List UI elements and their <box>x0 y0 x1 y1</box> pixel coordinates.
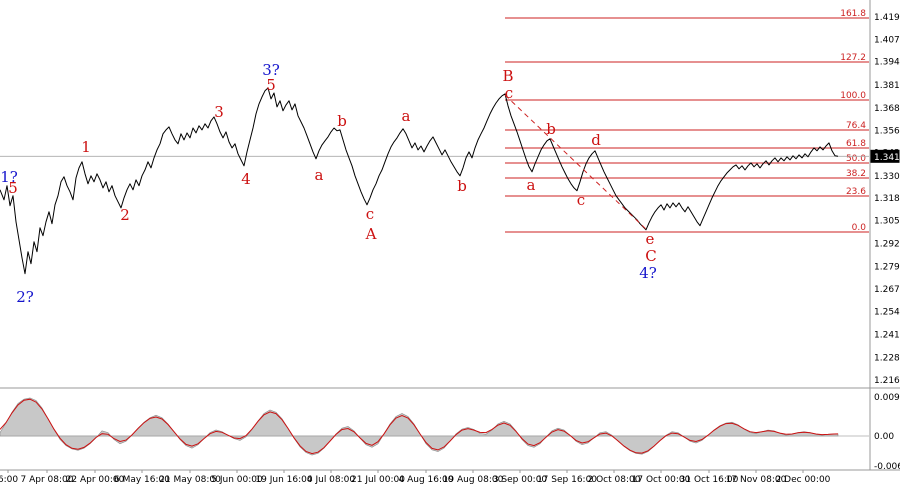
price-tick-label: 1.2546 <box>874 307 900 317</box>
current-price-value: 1.3415 <box>874 153 900 163</box>
oscillator-axis-label: 0.00901 <box>874 393 900 403</box>
fib-level-label: 38.2 <box>846 169 866 179</box>
price-line <box>0 87 839 275</box>
oscillator-indicator: 0.00901 0.00 -0.00692 <box>0 393 900 472</box>
fib-level-label: 100.0 <box>840 91 866 101</box>
fibonacci-retracement: 161.8 127.2 100.0 76.4 61.8 50.0 38.2 23.6 0.0 <box>505 9 869 233</box>
time-tick-label: 2 Dec 00:00 <box>776 475 831 485</box>
time-tick-label: 4 Jul 08:00 <box>307 475 356 485</box>
oscillator-axis-label: 0.00 <box>874 432 894 442</box>
time-tick-label: 17 Oct 00:00 <box>632 475 691 485</box>
time-tick-label: 2 Oct 08:00 <box>588 475 641 485</box>
price-tick-label: 1.2796 <box>874 263 900 273</box>
time-tick-label: 5 Jun 00:00 <box>211 475 263 485</box>
wave-label-red: 2 <box>120 206 130 224</box>
wave-label-red: 5 <box>266 76 276 94</box>
time-tick-label: 21 Jul 00:00 <box>351 475 405 485</box>
wave-label-red: d <box>591 131 601 149</box>
time-tick-label: 17 Nov 08:00 <box>726 475 787 485</box>
time-tick-label: 17 Sep 16:00 <box>537 475 597 485</box>
time-tick-label: 7 Apr 08:00 <box>21 475 74 485</box>
wave-label-blue: 2? <box>16 288 34 306</box>
current-price-box <box>870 149 900 163</box>
wave-label-red: b <box>337 112 347 130</box>
time-tick-label: 4 Aug 16:00 <box>399 475 454 485</box>
wave-label-red: 3 <box>214 103 224 121</box>
oscillator-area <box>0 397 839 456</box>
wave-label-red: 5 <box>8 179 18 197</box>
wave-label-blue: 3? <box>262 61 280 79</box>
price-tick-label: 1.3056 <box>874 216 900 226</box>
price-tick-label: 1.2286 <box>874 354 900 364</box>
fib-level-label: 0.0 <box>852 223 867 233</box>
wave-label-red: C <box>645 247 656 265</box>
time-tick-label: 21 May 08:00 <box>159 475 221 485</box>
wave-label-red: e <box>646 230 655 248</box>
wave-label-red: A <box>365 225 377 243</box>
time-tick-label: 19 Aug 08:00 <box>443 475 504 485</box>
fib-level-label: 161.8 <box>840 9 866 19</box>
price-tick-label: 1.3946 <box>874 58 900 68</box>
price-tick-label: 1.3686 <box>874 104 900 114</box>
time-tick-label: 19 Jun 16:00 <box>255 475 312 485</box>
price-tick-label: 1.4196 <box>874 13 900 23</box>
price-tick-label: 1.3816 <box>874 81 900 91</box>
fib-level-label: 76.4 <box>846 121 866 131</box>
wave-label-red: a <box>315 166 324 184</box>
wave-label-red: 4 <box>241 170 251 188</box>
wave-label-blue: 4? <box>639 264 657 282</box>
time-tick-label: 22 Apr 00:00 <box>66 475 125 485</box>
oscillator-signal-line <box>0 398 839 455</box>
time-tick-label: 6:00 <box>0 475 18 485</box>
price-tick-label: 1.2416 <box>874 331 900 341</box>
time-tick-label: 3 Sep 00:00 <box>493 475 548 485</box>
wave-label-red: c <box>505 84 513 102</box>
fib-level-label: 50.0 <box>846 154 866 164</box>
fib-level-label: 127.2 <box>840 53 866 63</box>
wave-label-red: c <box>577 191 585 209</box>
price-tick-label: 1.2926 <box>874 240 900 250</box>
fib-level-label: 61.8 <box>846 139 866 149</box>
wave-label-red: b <box>457 177 467 195</box>
price-tick-label: 1.3306 <box>874 172 900 182</box>
oscillator-axis-label: -0.00692 <box>874 462 900 472</box>
descending-trendline[interactable] <box>504 94 649 232</box>
wave-label-red: B <box>502 67 513 85</box>
wave-label-blue: 1? <box>0 168 18 186</box>
time-tick-label: 6 May 16:00 <box>114 475 170 485</box>
wave-label-red: b <box>546 120 556 138</box>
wave-label-red: c <box>366 205 374 223</box>
fib-level-label: 23.6 <box>846 187 866 197</box>
wave-label-red: a <box>402 107 411 125</box>
time-tick-label: 31 Oct 16:00 <box>680 475 739 485</box>
wave-label-red: 1 <box>81 138 91 156</box>
wave-label-red: a <box>527 176 536 194</box>
